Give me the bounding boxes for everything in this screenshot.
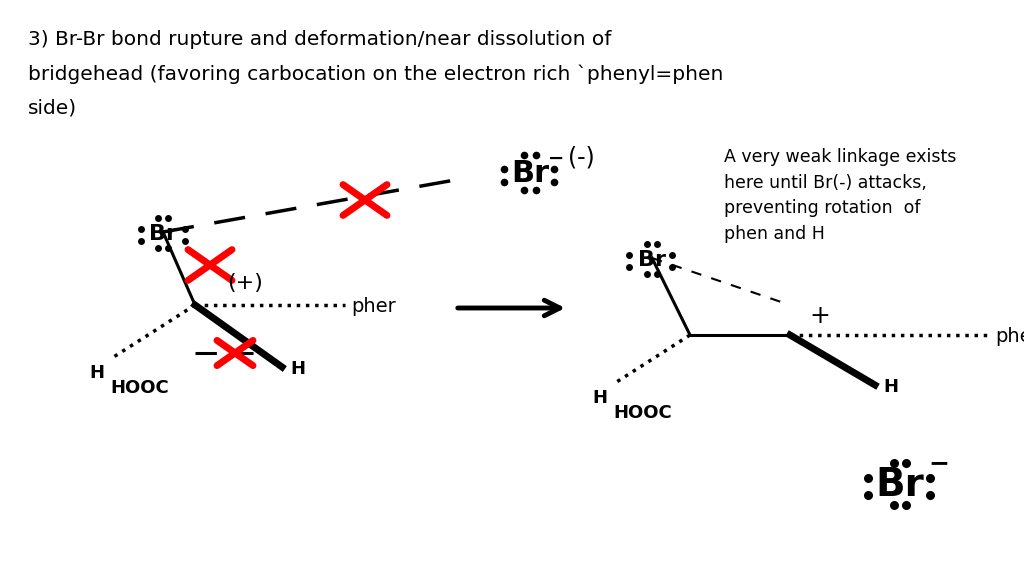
Text: H: H bbox=[883, 378, 898, 396]
Text: +: + bbox=[810, 304, 830, 328]
Text: Br: Br bbox=[511, 160, 549, 188]
Text: pher: pher bbox=[995, 328, 1024, 347]
Text: A very weak linkage exists
here until Br(-) attacks,
preventing rotation  of
phe: A very weak linkage exists here until Br… bbox=[724, 148, 956, 243]
Text: pher: pher bbox=[351, 297, 395, 316]
Text: Br: Br bbox=[638, 250, 666, 270]
Text: Br: Br bbox=[150, 224, 177, 244]
Text: −: − bbox=[928, 451, 949, 475]
Text: H: H bbox=[290, 360, 305, 378]
Text: HOOC: HOOC bbox=[613, 404, 672, 422]
Text: HOOC: HOOC bbox=[110, 379, 169, 397]
Text: H: H bbox=[592, 389, 607, 407]
Text: 3) Br-Br bond rupture and deformation/near dissolution of: 3) Br-Br bond rupture and deformation/ne… bbox=[28, 30, 611, 49]
Text: (-): (-) bbox=[568, 145, 595, 169]
Text: Br: Br bbox=[876, 466, 925, 504]
Text: side): side) bbox=[28, 98, 77, 117]
Text: −: − bbox=[548, 149, 564, 168]
Text: (+): (+) bbox=[227, 273, 263, 293]
Text: H: H bbox=[89, 364, 104, 382]
Text: bridgehead (favoring carbocation on the electron rich `phenyl=phen: bridgehead (favoring carbocation on the … bbox=[28, 64, 723, 84]
